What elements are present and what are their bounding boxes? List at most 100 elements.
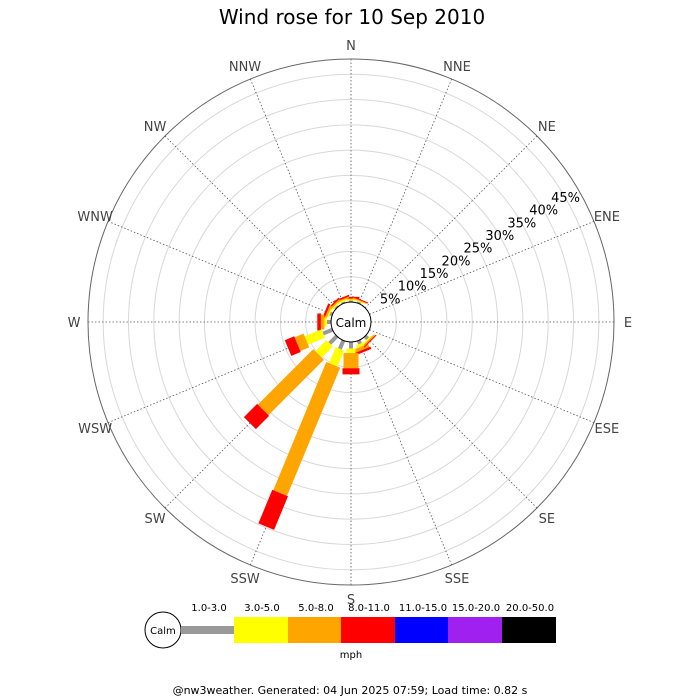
spoke-nnw	[249, 78, 344, 304]
direction-label-sse: SSE	[445, 572, 470, 587]
ring-label-10: 10%	[398, 280, 427, 295]
legend-swatch-4	[395, 617, 448, 643]
petal-nne-bin-3	[352, 296, 369, 304]
legend-label-6: 20.0-50.0	[506, 603, 554, 614]
ring-label-40: 40%	[529, 204, 558, 219]
legend-swatch-0	[181, 626, 234, 634]
ring-label-45: 45%	[551, 191, 580, 206]
ring-label-20: 20%	[442, 254, 471, 269]
direction-label-e: E	[624, 316, 632, 331]
petal-nne-bin-0	[356, 301, 362, 305]
direction-label-nne: NNE	[443, 60, 471, 75]
petal-wsw-bin-1	[304, 329, 325, 345]
grid-ring-15	[254, 225, 448, 419]
spoke-se	[364, 335, 538, 509]
grid-ring-10	[279, 250, 423, 394]
legend-swatch-3	[341, 617, 395, 643]
petal-nw-bin-2	[328, 299, 340, 311]
ring-label-15: 15%	[420, 267, 449, 282]
legend-swatch-1	[234, 617, 288, 643]
petal-s-bin-1	[346, 348, 356, 354]
petals	[243, 294, 377, 530]
direction-label-w: W	[68, 316, 81, 331]
petal-nw-bin-0	[334, 305, 339, 310]
petal-sse-bin-3	[354, 346, 372, 356]
petal-nnw-bin-0	[340, 301, 346, 305]
legend-swatch-6	[502, 617, 556, 643]
petal-s-bin-3	[342, 368, 360, 375]
petal-wnw-bin-0	[329, 311, 334, 317]
direction-label-wsw: WSW	[78, 422, 112, 437]
legend-swatch-5	[448, 617, 502, 643]
ring-label-25: 25%	[463, 242, 492, 257]
petal-sw-bin-0	[328, 334, 339, 345]
direction-label-n: N	[346, 39, 356, 54]
legend-calm-label: Calm	[150, 626, 176, 637]
direction-label-se: SE	[539, 512, 555, 527]
petal-s-bin-0	[349, 342, 353, 349]
ring-label-35: 35%	[507, 216, 536, 231]
petal-se-bin-1	[364, 335, 372, 343]
legend-unit: mph	[340, 650, 362, 661]
petal-w-bin-1	[324, 317, 327, 327]
petal-ssw-bin-2	[273, 361, 341, 496]
spoke-ene	[369, 220, 595, 315]
legend-label-1: 3.0-5.0	[244, 603, 279, 614]
petal-w-bin-2	[320, 314, 325, 330]
petal-nne-bin-2	[352, 297, 367, 305]
legend-label-4: 11.0-15.0	[399, 603, 447, 614]
direction-label-sw: SW	[145, 512, 166, 527]
spoke-ese	[369, 329, 595, 424]
petal-n-bin-1	[346, 299, 356, 301]
petal-ssw-bin-3	[258, 489, 288, 530]
legend-label-0: 1.0-3.0	[191, 603, 226, 614]
legend-label-2: 5.0-8.0	[298, 603, 333, 614]
petal-w-bin-0	[326, 320, 331, 324]
calm-label: Calm	[336, 316, 367, 330]
legend-label-5: 15.0-20.0	[452, 603, 500, 614]
polar-grid	[87, 58, 615, 586]
petal-sse-bin-1	[355, 342, 366, 349]
chart-title: Wind rose for 10 Sep 2010	[219, 5, 485, 29]
petal-nne-bin-1	[355, 299, 364, 304]
legend: Calm mph 1.0-3.0 3.0-5.0 5.0-8.0 8.0-11.0 11…	[144, 603, 556, 661]
direction-label-ese: ESE	[595, 422, 620, 437]
direction-label-nnw: NNW	[229, 60, 261, 75]
grid-ring-40	[128, 99, 574, 545]
ring-label-5: 5%	[380, 292, 401, 307]
calm-circle	[330, 301, 372, 343]
petal-sw-bin-1	[315, 340, 333, 358]
axis-labels: N NNE NE ENE E ESE SE SSE S SSW SW WSW W WNW NW NNW 5%10…	[68, 39, 633, 608]
spoke-wnw	[107, 220, 333, 315]
footer-text: @nw3weather. Generated: 04 Jun 2025 07:5…	[173, 684, 528, 697]
petal-se-bin-0	[363, 334, 370, 341]
grid-ring-35	[153, 124, 549, 520]
petal-wsw-bin-0	[322, 327, 334, 336]
petal-wsw-bin-2	[294, 333, 310, 352]
direction-label-ssw: SSW	[230, 572, 260, 587]
direction-label-ne: NE	[538, 120, 556, 135]
direction-label-ene: ENE	[594, 210, 620, 225]
petal-w-bin-3	[317, 313, 321, 331]
petal-sw-bin-3	[243, 403, 270, 430]
petal-wnw-bin-1	[327, 308, 332, 318]
petal-se-bin-2	[363, 334, 376, 347]
petal-s-bin-2	[343, 353, 359, 369]
petal-ssw-bin-1	[329, 347, 344, 367]
ring-label-30: 30%	[485, 229, 514, 244]
direction-label-s: S	[347, 593, 355, 608]
grid-ring-20	[229, 200, 473, 444]
legend-swatch-2	[288, 617, 341, 643]
direction-label-nw: NW	[144, 120, 167, 135]
calm-center: Calm	[330, 301, 372, 343]
petal-nnw-bin-1	[338, 299, 347, 304]
petal-wsw-bin-3	[284, 336, 301, 356]
petal-nw-bin-1	[331, 302, 339, 310]
direction-label-wnw: WNW	[77, 210, 113, 225]
petal-sw-bin-2	[257, 349, 324, 416]
legend-label-3: 8.0-11.0	[348, 603, 390, 614]
petal-se-bin-3	[363, 334, 377, 348]
spoke-sse	[358, 340, 453, 566]
petal-ssw-bin-0	[338, 339, 346, 350]
